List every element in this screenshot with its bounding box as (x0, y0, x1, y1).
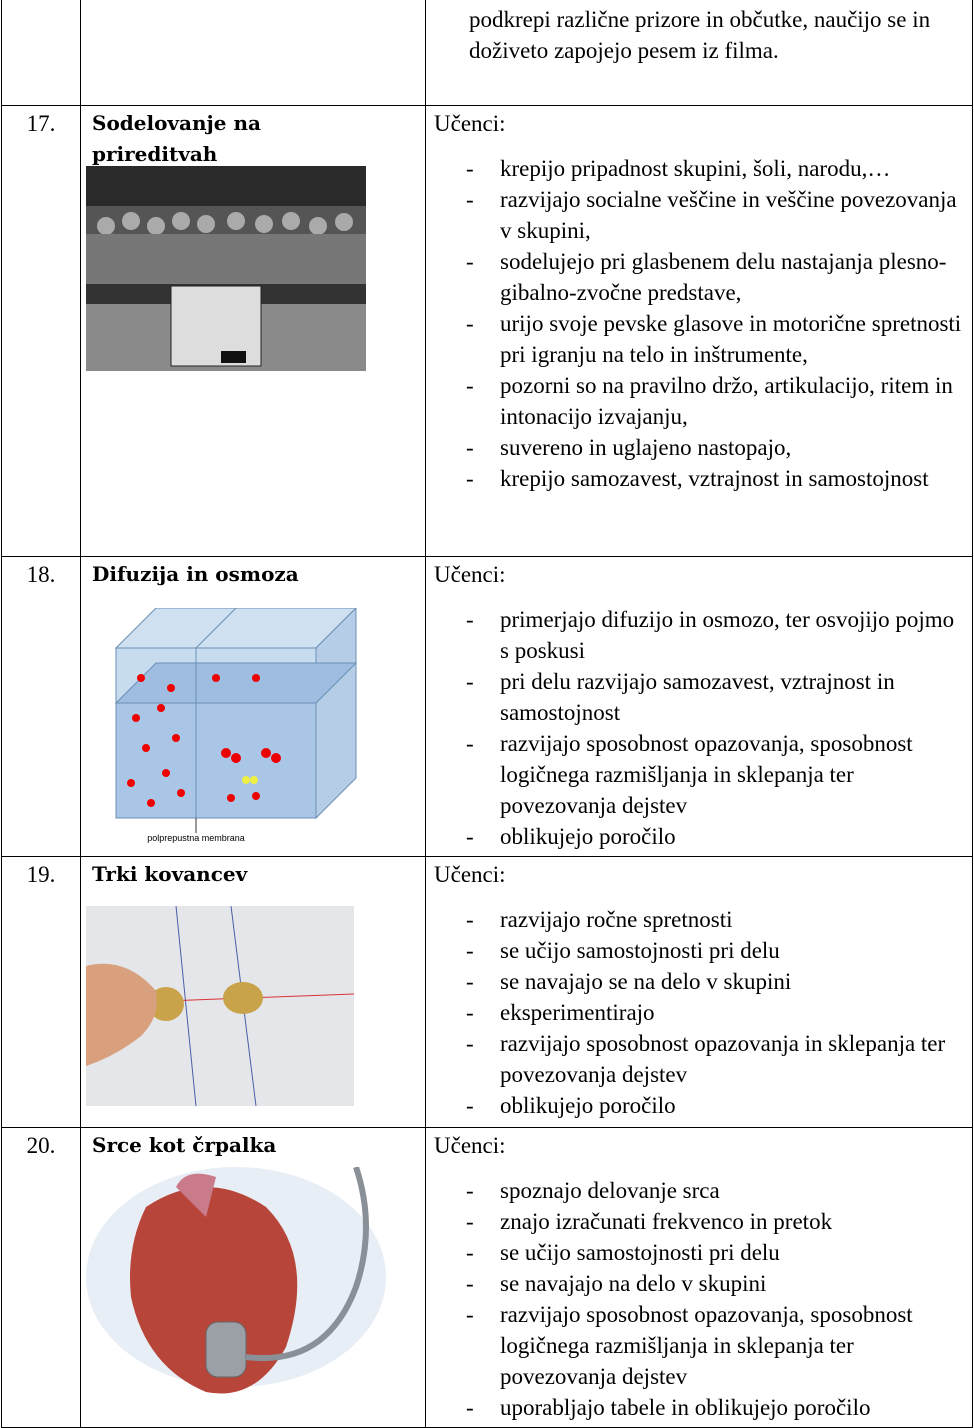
list-item: se učijo samostojnosti pri delu (434, 1237, 966, 1268)
list-item: primerjajo difuzijo in osmozo, ter osvoj… (434, 604, 966, 666)
row: 20. Srce kot črpalka Učenci: spoznajo del… (1, 1127, 973, 1428)
list-item: se učijo samostojnosti pri delu (434, 935, 966, 966)
intro: Učenci: (434, 562, 506, 587)
list-item: sodelujejo pri glasbenem delu nastajanja… (434, 246, 966, 308)
coins-photo (86, 906, 354, 1106)
list-item: razvijajo sposobnost opazovanja, sposobn… (434, 728, 966, 821)
row-title: Trki kovancev (92, 862, 248, 886)
cell: Učenci: spoznajo delovanje srcaznajo izra… (425, 1127, 973, 1428)
item-list: primerjajo difuzijo in osmozo, ter osvoj… (434, 604, 972, 852)
row: 19. Trki kovancev Učenci: razvijajo ročne… (1, 856, 973, 1128)
item-list: razvijajo ročne spretnostise učijo samos… (434, 904, 972, 1121)
cell (1, 0, 81, 106)
cell: Sodelovanje na prireditvah (80, 105, 426, 557)
list-item: uporabljajo tabele in oblikujejo poročil… (434, 1392, 966, 1423)
item-list: spoznajo delovanje srcaznajo izračunati … (434, 1175, 972, 1423)
list-item: spoznajo delovanje srca (434, 1175, 966, 1206)
list-item: razvijajo socialne veščine in veščine po… (434, 184, 966, 246)
list-item: razvijajo ročne spretnosti (434, 904, 966, 935)
list-item: znajo izračunati frekvenco in pretok (434, 1206, 966, 1237)
continued-text: podkrepi različne prizore in občutke, na… (469, 7, 931, 63)
cell: Učenci: razvijajo ročne spretnostise učij… (425, 856, 973, 1128)
list-item: se navajajo na delo v skupini (434, 1268, 966, 1299)
cell: 18. (1, 556, 81, 857)
cell: 20. (1, 1127, 81, 1428)
cell: Učenci: primerjajo difuzijo in osmozo, te… (425, 556, 973, 857)
row-number: 20. (26, 1133, 56, 1158)
row-title: Sodelovanje na prireditvah (92, 111, 261, 166)
intro: Učenci: (434, 1133, 506, 1158)
cell: podkrepi različne prizore in občutke, na… (425, 0, 973, 106)
row-number: 17. (26, 111, 56, 136)
cell: Difuzija in osmoza polprepustna membrana (80, 556, 426, 857)
diffusion-diagram: polprepustna membrana (114, 608, 358, 843)
list-item: eksperimentirajo (434, 997, 966, 1028)
row-title: Difuzija in osmoza (92, 562, 299, 586)
list-item: oblikujejo poročilo (434, 821, 966, 852)
image-caption: polprepustna membrana (147, 833, 245, 843)
cell: 17. (1, 105, 81, 557)
row: 17. Sodelovanje na prireditvah Učenci: kr… (1, 105, 973, 557)
list-item: krepijo pripadnost skupini, šoli, narodu… (434, 153, 966, 184)
cell (80, 0, 426, 106)
list-item: pozorni so na pravilno držo, artikulacij… (434, 370, 966, 432)
intro: Učenci: (434, 862, 506, 887)
list-item: se navajajo se na delo v skupini (434, 966, 966, 997)
intro: Učenci: (434, 111, 506, 136)
heart-illustration (86, 1167, 391, 1407)
list-item: oblikujejo poročilo (434, 1090, 966, 1121)
row: podkrepi različne prizore in občutke, na… (1, 0, 973, 106)
row-number: 18. (26, 562, 56, 587)
row-title: Srce kot črpalka (92, 1133, 277, 1157)
row-number: 19. (26, 862, 56, 887)
row: 18. Difuzija in osmoza polprepustna memb… (1, 556, 973, 857)
cell: Srce kot črpalka (80, 1127, 426, 1428)
item-list: krepijo pripadnost skupini, šoli, narodu… (434, 153, 972, 494)
stage-photo (86, 166, 366, 371)
cell: Trki kovancev (80, 856, 426, 1128)
list-item: razvijajo sposobnost opazovanja, sposobn… (434, 1299, 966, 1392)
cell: Učenci: krepijo pripadnost skupini, šoli,… (425, 105, 973, 557)
list-item: urijo svoje pevske glasove in motorične … (434, 308, 966, 370)
list-item: razvijajo sposobnost opazovanja in sklep… (434, 1028, 966, 1090)
list-item: krepijo samozavest, vztrajnost in samost… (434, 463, 966, 494)
list-item: suvereno in uglajeno nastopajo, (434, 432, 966, 463)
list-item: pri delu razvijajo samozavest, vztrajnos… (434, 666, 966, 728)
cell: 19. (1, 856, 81, 1128)
